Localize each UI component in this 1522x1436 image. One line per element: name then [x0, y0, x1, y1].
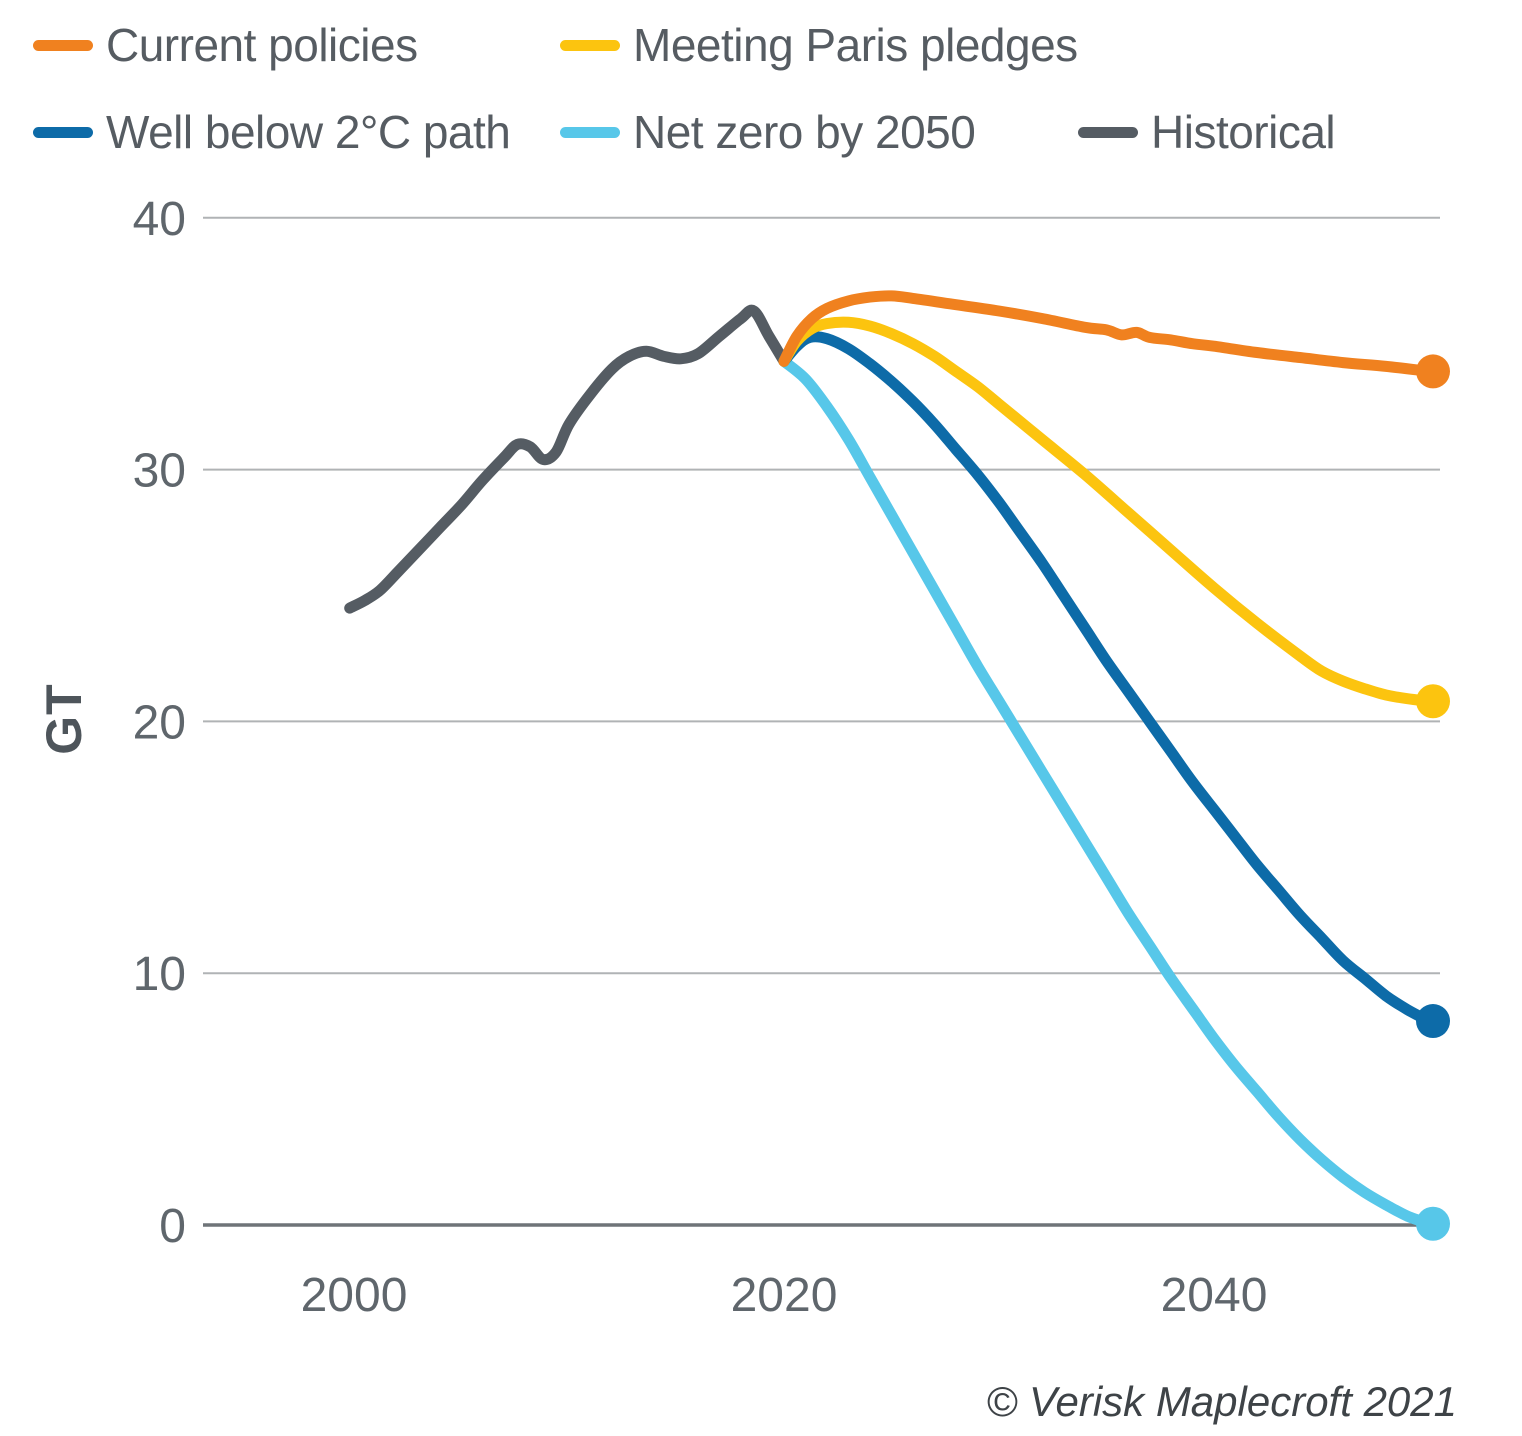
end-dot-meeting-paris-pledges: [1416, 684, 1450, 719]
series-line-well-below-2-c-path: [778, 331, 1435, 1027]
legend-swatch-meeting-paris-pledges: [560, 39, 620, 51]
end-dot-current-policies: [1416, 354, 1450, 389]
legend-label-historical: Historical: [1151, 106, 1336, 158]
series-lines-group: [344, 290, 1435, 1230]
legend-swatch-well-below-2c-path: [33, 126, 93, 138]
legend-label-meeting-paris-pledges: Meeting Paris pledges: [633, 19, 1078, 71]
y-tick-label-40: 40: [133, 193, 186, 246]
y-tick-label-0: 0: [159, 1200, 186, 1253]
x-tick-label-2040: 2040: [1161, 1269, 1268, 1322]
series-line-current-policies: [778, 290, 1435, 377]
legend-label-well-below-2c-path: Well below 2°C path: [106, 106, 511, 158]
y-axis-tick-labels: 40 30 20 10 0: [133, 193, 186, 1253]
legend-item-historical: Historical: [1078, 106, 1336, 158]
legend-item-current-policies: Current policies: [33, 19, 418, 71]
x-tick-label-2000: 2000: [301, 1269, 408, 1322]
legend-swatch-current-policies: [33, 39, 93, 51]
copyright-attribution: © Verisk Maplecroft 2021: [986, 1378, 1457, 1425]
y-axis-title: GT: [36, 683, 92, 754]
end-dot-net-zero-by-2050: [1416, 1206, 1450, 1241]
legend-item-meeting-paris-pledges: Meeting Paris pledges: [560, 19, 1078, 71]
y-tick-label-20: 20: [133, 696, 186, 749]
end-dot-well-below-2-c-path: [1416, 1004, 1450, 1039]
series-line-net-zero-by-2050: [778, 355, 1435, 1230]
x-tick-label-2020: 2020: [731, 1269, 838, 1322]
series-line-meeting-paris-pledges: [778, 316, 1435, 707]
legend-swatch-net-zero-by-2050: [560, 126, 620, 138]
x-axis-tick-labels: 2000 2020 2040: [301, 1269, 1268, 1322]
series-end-dots-group: [1416, 354, 1450, 1241]
legend-item-net-zero-by-2050: Net zero by 2050: [560, 106, 976, 158]
y-tick-label-10: 10: [133, 948, 186, 1001]
legend-item-well-below-2c-path: Well below 2°C path: [33, 106, 511, 158]
legend-swatch-historical: [1078, 126, 1138, 138]
y-tick-label-30: 30: [133, 445, 186, 498]
legend-label-net-zero-by-2050: Net zero by 2050: [633, 106, 976, 158]
series-line-historical: [344, 304, 790, 614]
legend-label-current-policies: Current policies: [106, 19, 418, 71]
gridlines-group: [203, 216, 1440, 1227]
